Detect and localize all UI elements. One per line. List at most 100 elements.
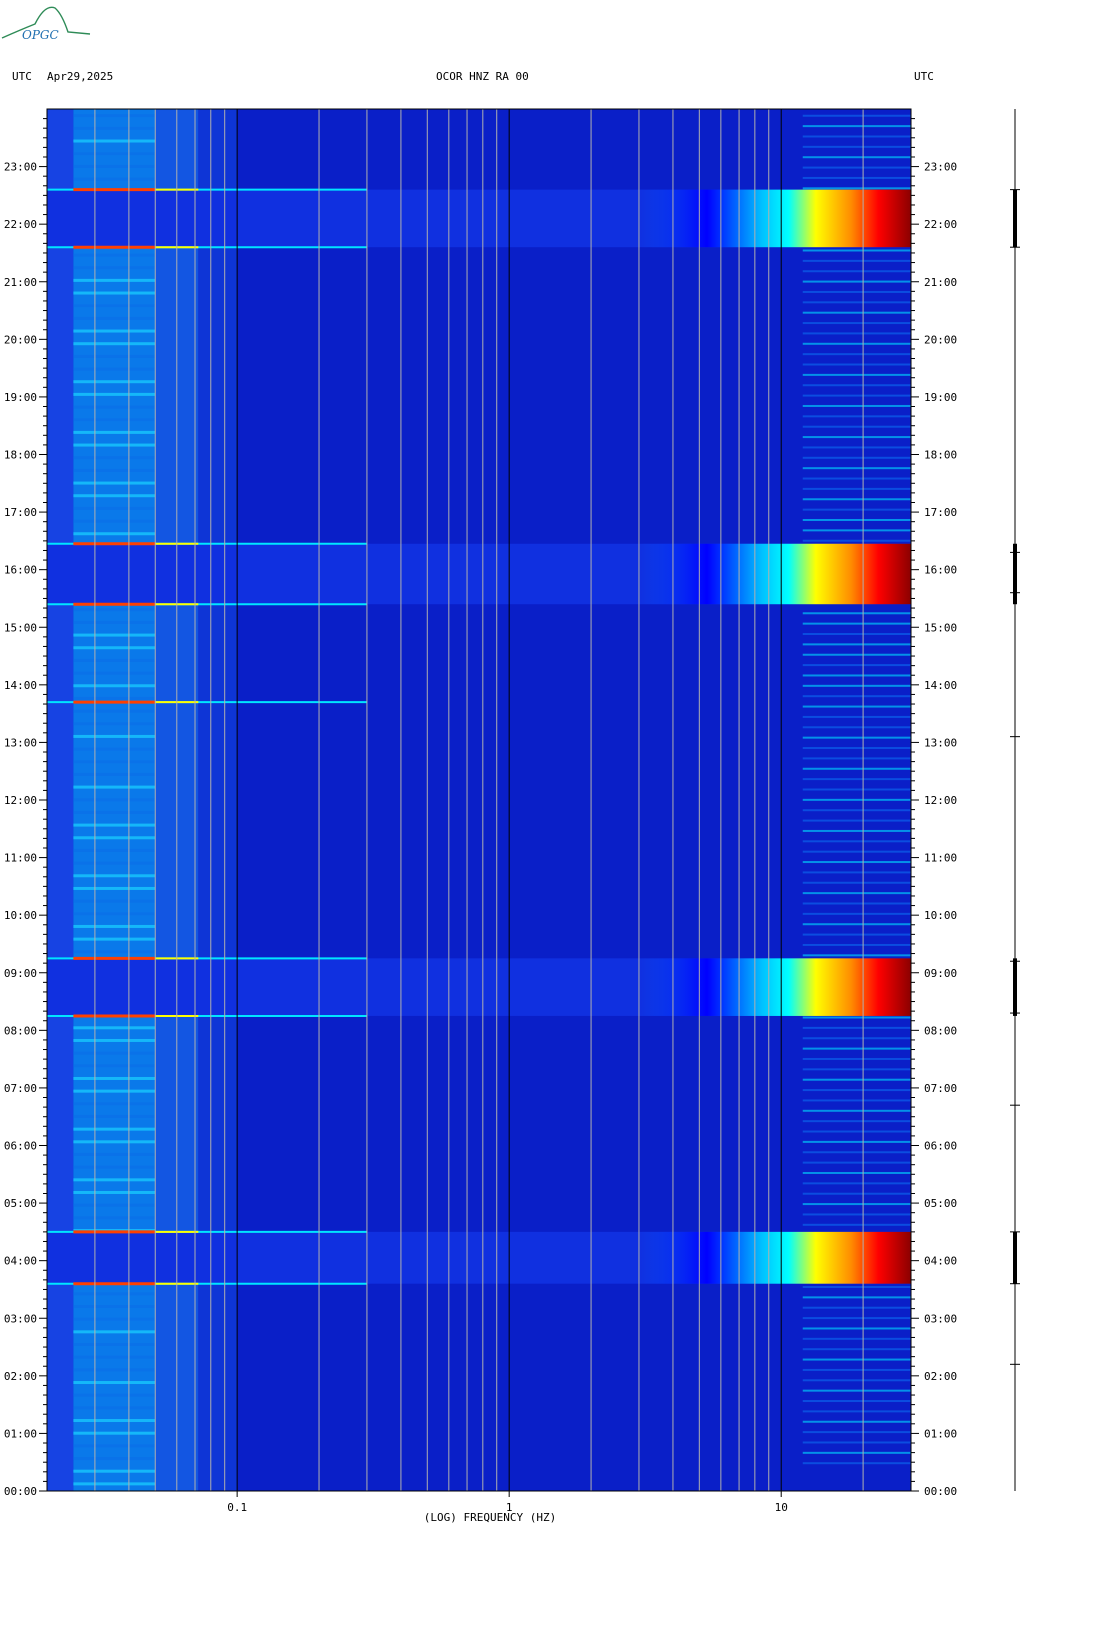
y-tick-label-right: 16:00 [924,564,957,577]
texture-stripe [73,886,156,890]
hf-speckle [802,829,911,832]
texture-stripe [73,1431,156,1435]
hf-speckle [802,1037,911,1040]
y-tick-label-right: 07:00 [924,1082,957,1095]
texture-stripe [73,152,156,156]
texture-stripe [73,684,156,688]
y-tick-label-right: 13:00 [924,736,957,749]
texture-stripe [73,1469,156,1473]
hf-speckle [802,332,911,335]
texture-stripe [73,1038,156,1042]
hf-speckle [802,311,911,314]
hf-speckle [802,477,911,480]
hf-speckle [802,1016,911,1019]
texture-stripe [73,114,156,118]
hf-speckle [802,135,911,138]
y-tick-label-left: 05:00 [4,1197,37,1210]
hf-speckle [802,373,911,376]
event-band-energy [638,958,911,1016]
y-tick-label-right: 11:00 [924,852,957,865]
texture-stripe [73,848,156,852]
event-band-energy [638,189,911,248]
texture-stripe [73,1393,156,1397]
texture-stripe [73,177,156,181]
texture-stripe [73,633,156,637]
hf-speckle [802,1130,911,1133]
texture-stripe [73,1165,156,1169]
texture-stripe [73,798,156,802]
event-band-energy [638,543,911,605]
y-tick-label-left: 13:00 [4,736,37,749]
hf-speckle [802,1420,911,1423]
texture-stripe [73,430,156,434]
hf-speckle [802,1317,911,1320]
hf-speckle [802,943,911,946]
y-tick-label-left: 03:00 [4,1312,37,1325]
texture-stripe [73,1355,156,1359]
hf-speckle [802,259,911,262]
hf-speckle [802,757,911,760]
hf-speckle [802,1410,911,1413]
texture-stripe [73,494,156,498]
texture-stripe [73,139,156,143]
texture-stripe [73,456,156,460]
texture-stripe [73,608,156,612]
hf-speckle [802,912,911,915]
texture-stripe [73,1216,156,1220]
y-tick-label-right: 03:00 [924,1312,957,1325]
hf-speckle [802,322,911,325]
hf-speckle [802,726,911,729]
hf-speckle [802,715,911,718]
texture-stripe [73,620,156,624]
hf-speckle [802,747,911,750]
hf-speckle [802,446,911,449]
texture-stripe [73,646,156,650]
y-tick-label-right: 02:00 [924,1370,957,1383]
hf-speckle [802,301,911,304]
x-tick-label: 0.1 [227,1501,247,1514]
texture-stripe [73,899,156,903]
y-tick-label-left: 11:00 [4,852,37,865]
hf-speckle [802,881,911,884]
texture-stripe [73,1368,156,1372]
texture-stripe [73,1444,156,1448]
texture-stripe [73,367,156,371]
y-tick-label-left: 12:00 [4,794,37,807]
y-tick-label-left: 00:00 [4,1485,37,1498]
hf-speckle [802,187,911,190]
y-tick-label-left: 20:00 [4,333,37,346]
texture-stripe [73,253,156,257]
texture-stripe [73,1178,156,1182]
hf-speckle [802,508,911,511]
hf-speckle [802,404,911,407]
y-tick-label-left: 01:00 [4,1427,37,1440]
hf-speckle [802,1109,911,1112]
y-tick-label-right: 06:00 [924,1140,957,1153]
hf-speckle [802,290,911,293]
y-tick-label-left: 02:00 [4,1370,37,1383]
texture-stripe [73,772,156,776]
texture-stripe [73,405,156,409]
y-tick-label-right: 05:00 [924,1197,957,1210]
hf-speckle [802,871,911,874]
y-tick-label-left: 04:00 [4,1255,37,1268]
hf-speckle [802,518,911,521]
y-tick-label-left: 09:00 [4,967,37,980]
texture-stripe [73,924,156,928]
hf-speckle [802,1389,911,1392]
hf-speckle [802,145,911,148]
y-tick-label-left: 19:00 [4,391,37,404]
hf-speckle [802,633,911,636]
texture-stripe [73,696,156,700]
y-tick-label-right: 17:00 [924,506,957,519]
texture-stripe [73,1203,156,1207]
left-utc-label: UTC [12,70,32,83]
right-utc-label: UTC [914,70,934,83]
hf-speckle [802,674,911,677]
x-tick-label: 10 [775,1501,788,1514]
hf-speckle [802,415,911,418]
hf-speckle [802,425,911,428]
date-label: Apr29,2025 [47,70,114,83]
texture-stripe [73,316,156,320]
hf-speckle [802,280,911,283]
